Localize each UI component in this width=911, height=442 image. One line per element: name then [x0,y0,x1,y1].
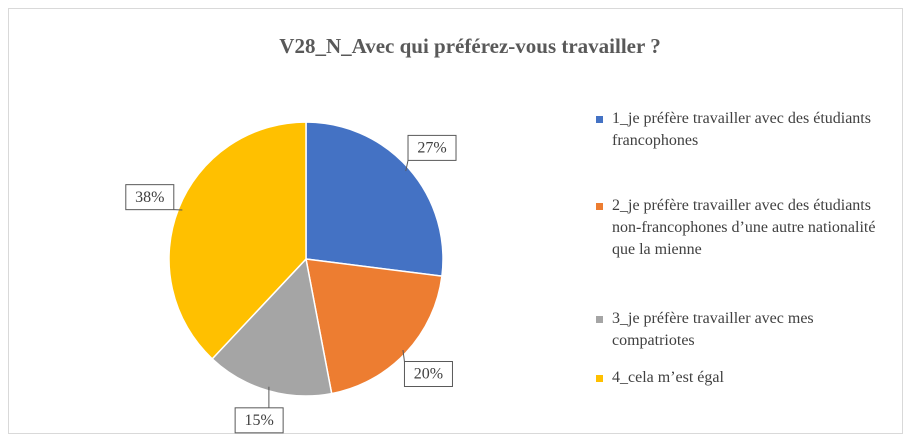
data-label-box [403,361,453,388]
data-label: 38% [135,189,164,206]
pie-slice [211,257,333,397]
data-label-box [407,134,457,161]
callout-line [405,160,409,172]
chart-border [8,8,903,434]
legend-swatch [596,203,603,210]
legend-item: 3_je préfère travailler avec mes compatr… [596,308,896,352]
legend-item: 1_je préfère travailler avec des étudian… [596,108,896,152]
legend-label: 2_je préfère travailler avec des étudian… [612,197,876,258]
pie-slice [305,258,443,395]
data-label: 27% [417,140,446,157]
legend-swatch [596,375,603,382]
pie-slice [168,121,307,360]
legend-item: 2_je préfère travailler avec des étudian… [596,195,896,261]
data-label-box [234,407,284,434]
legend-swatch [596,116,603,123]
pie-slice [305,121,444,278]
legend-swatch [596,316,603,323]
data-label-box [125,184,175,211]
chart-title: V28_N_Avec qui préférez-vous travailler … [279,34,660,58]
callout-line [402,349,405,362]
legend-label: 1_je préfère travailler avec des étudian… [612,110,871,149]
data-label: 15% [244,412,273,429]
legend-label: 4_cela m’est égal [612,369,724,386]
legend-label: 3_je préfère travailler avec mes compatr… [612,310,814,349]
legend-item: 4_cela m’est égal [596,367,896,389]
data-label: 20% [414,366,443,383]
